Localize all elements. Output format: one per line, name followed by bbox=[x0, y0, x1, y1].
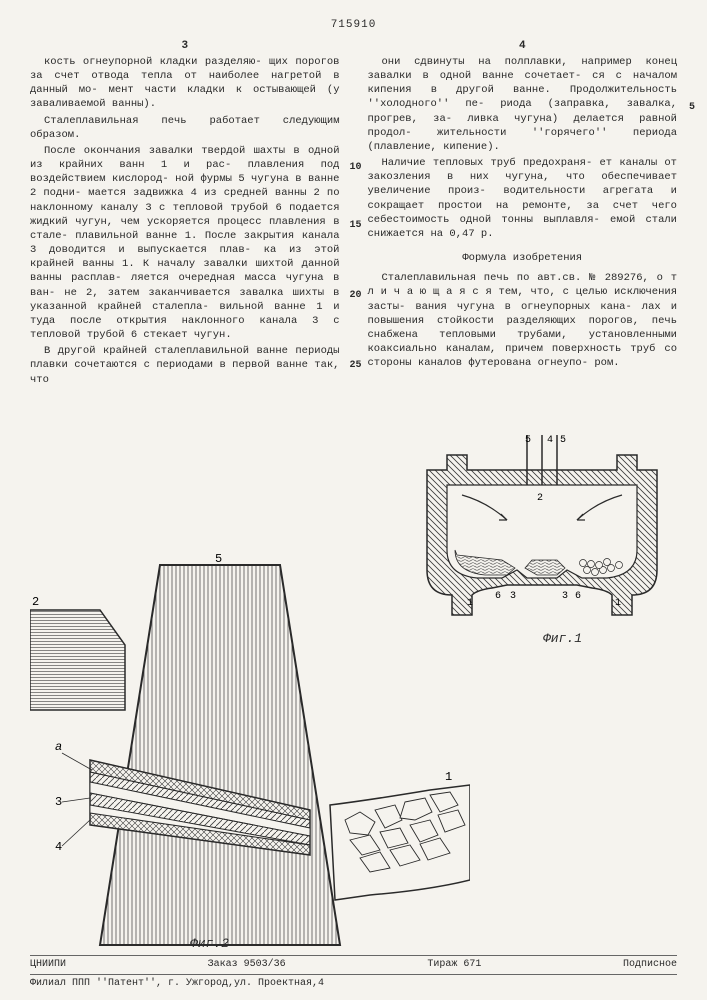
line-number: 25 bbox=[350, 359, 362, 373]
svg-text:6: 6 bbox=[575, 591, 581, 602]
svg-text:5: 5 bbox=[215, 552, 222, 566]
para-r1: они сдвинуты на полплавки, например коне… bbox=[368, 55, 678, 154]
text-columns: 3 кость огнеупорной кладки разделяю- щих… bbox=[30, 41, 677, 389]
para-l4: В другой крайней сталеплавильной ванне п… bbox=[30, 344, 340, 387]
para-l1: кость огнеупорной кладки разделяю- щих п… bbox=[30, 55, 340, 112]
para-l3: После окончания завалки твердой шахты в … bbox=[30, 144, 340, 342]
svg-text:3: 3 bbox=[55, 795, 62, 809]
svg-text:a: a bbox=[55, 740, 62, 754]
page-number-left: 3 bbox=[181, 39, 188, 54]
svg-text:4: 4 bbox=[547, 435, 553, 446]
document-number: 715910 bbox=[30, 18, 677, 33]
line-number: 15 bbox=[350, 219, 362, 233]
svg-text:1: 1 bbox=[615, 598, 621, 609]
footer-tirazh: Тираж 671 bbox=[427, 958, 481, 972]
svg-text:1: 1 bbox=[445, 770, 452, 784]
svg-text:6: 6 bbox=[495, 591, 501, 602]
page-number-right: 4 bbox=[519, 39, 526, 54]
para-r3: Сталеплавильная печь по авт.св. № 289276… bbox=[368, 271, 678, 370]
line-number: 10 bbox=[350, 161, 362, 175]
svg-text:2: 2 bbox=[537, 493, 543, 504]
svg-text:3: 3 bbox=[562, 591, 568, 602]
figure-2-label: Фиг.2 bbox=[190, 935, 229, 953]
footer-address: Филиал ППП ''Патент'', г. Ужгород,ул. Пр… bbox=[30, 974, 677, 993]
figure-2: 2 5 a 3 4 1 bbox=[30, 550, 470, 950]
figure-1-label: Фиг.1 bbox=[543, 630, 582, 648]
footer-sub: Подписное bbox=[623, 958, 677, 972]
formula-title: Формула изобретения bbox=[368, 251, 678, 265]
fig1-ref-5: 5 bbox=[525, 435, 531, 446]
figures-area: 5 4 5 2 1 6 3 3 6 1 Фиг.1 bbox=[30, 430, 677, 950]
footer-org: ЦНИИПИ bbox=[30, 958, 66, 972]
line-number: 5 bbox=[689, 101, 695, 115]
para-r2: Наличие тепловых труб предохраня- ет кан… bbox=[368, 156, 678, 241]
left-column: 3 кость огнеупорной кладки разделяю- щих… bbox=[30, 41, 340, 389]
svg-text:3: 3 bbox=[510, 591, 516, 602]
footer-order: Заказ 9503/36 bbox=[208, 958, 286, 972]
svg-text:5: 5 bbox=[560, 435, 566, 446]
footer: ЦНИИПИ Заказ 9503/36 Тираж 671 Подписное… bbox=[30, 955, 677, 992]
para-l2: Сталеплавильная печь работает следующим … bbox=[30, 114, 340, 142]
right-column: 4 5 10 15 20 25 они сдвинуты на полплавк… bbox=[368, 41, 678, 389]
svg-text:2: 2 bbox=[32, 595, 39, 609]
line-number: 20 bbox=[350, 289, 362, 303]
svg-text:4: 4 bbox=[55, 840, 62, 854]
